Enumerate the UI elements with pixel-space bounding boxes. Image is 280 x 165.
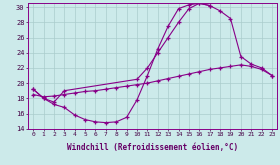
X-axis label: Windchill (Refroidissement éolien,°C): Windchill (Refroidissement éolien,°C) [67, 143, 238, 152]
